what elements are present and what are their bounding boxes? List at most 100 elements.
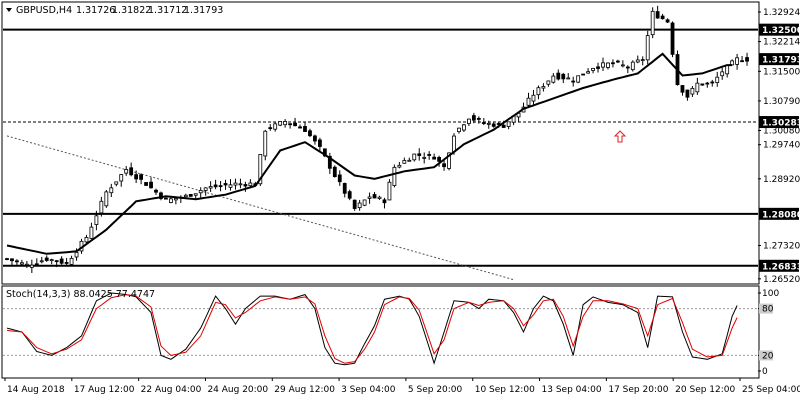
candle-body (437, 156, 442, 162)
candle-body (417, 153, 422, 156)
candle-body (640, 59, 645, 62)
dropdown-triangle-icon (6, 8, 12, 12)
candle-body (422, 156, 427, 159)
candle-body (228, 184, 233, 188)
candle-body (501, 124, 506, 128)
stoch-y-tick-label: 20 (762, 351, 774, 361)
candle-body (104, 191, 109, 207)
candlesticks (5, 5, 749, 273)
candle-body (44, 257, 49, 261)
candle-body (159, 192, 163, 199)
candle-body (308, 130, 312, 137)
y-tick-label: 1.29740 (763, 141, 800, 151)
candle-body (203, 187, 208, 191)
candle-body (452, 135, 456, 153)
chart-header: GBPUSD,H4 1.31726 1.31822 1.31712 1.3179… (6, 5, 223, 16)
candle-body (149, 181, 153, 189)
current-price-label: 1.31793 (762, 56, 800, 66)
candle-body (685, 89, 690, 98)
candle-body (466, 118, 471, 124)
candle-body (24, 263, 29, 266)
stoch-signal-line[interactable] (6, 294, 738, 364)
candle-body (566, 77, 571, 80)
candle-body (382, 199, 387, 204)
candle-body (119, 174, 124, 182)
candle-body (432, 156, 437, 160)
candle-body (243, 184, 248, 187)
candle-body (193, 193, 198, 196)
candle-body (556, 72, 561, 80)
level-price-label: 1.30283 (762, 119, 800, 129)
y-tick-label: 1.26520 (763, 275, 800, 285)
candle-body (710, 81, 715, 84)
candle-body (248, 182, 253, 186)
moving-average-line[interactable] (6, 52, 733, 255)
candle-body (54, 260, 59, 263)
candle-body (571, 80, 576, 83)
candle-body (387, 181, 392, 201)
candle-body (129, 167, 134, 176)
x-tick-label: 5 Sep 20:00 (408, 385, 463, 395)
up-arrow-icon (613, 130, 627, 143)
candle-body (625, 66, 630, 69)
candle-body (650, 10, 655, 36)
x-tick-label: 22 Aug 04:00 (141, 385, 202, 395)
price-pane[interactable] (3, 5, 758, 281)
level-price-tag (759, 23, 799, 36)
candle-body (397, 164, 402, 168)
candle-body (695, 82, 700, 93)
axes: 1.32500 1.30283 1.28080 1.26833 1.31793 1.329… (4, 8, 800, 395)
candle-body (367, 196, 372, 199)
candle-body (154, 189, 158, 193)
candle-body (720, 71, 725, 77)
level-price-tag (759, 116, 799, 129)
candle-body (586, 71, 590, 74)
candle-body (19, 262, 24, 265)
candle-body (213, 184, 218, 188)
current-price-tag (759, 53, 799, 66)
candle-body (486, 122, 491, 125)
candle-body (576, 75, 581, 83)
candle-body (392, 166, 397, 186)
stoch-title: Stoch(14,3,3) 88.0425 77.4747 (6, 289, 155, 300)
candle-body (352, 199, 357, 209)
ohlc-high: 1.31822 (112, 5, 151, 16)
candle-body (705, 82, 710, 85)
main-plot-frame (1, 1, 760, 285)
candle-body (327, 155, 332, 169)
candle-body (447, 152, 451, 169)
stoch-level-tag (759, 350, 773, 361)
candle-body (258, 154, 263, 185)
candle-body (29, 264, 34, 268)
ohlc-low: 1.31712 (148, 5, 187, 16)
ohlc-close: 1.31793 (184, 5, 223, 16)
candle-body (337, 174, 342, 183)
x-tick-label: 3 Sep 04:00 (341, 385, 396, 395)
candle-body (10, 258, 14, 262)
candle-body (188, 194, 193, 197)
x-tick-label: 13 Sep 04:00 (542, 385, 602, 395)
x-tick-label: 29 Aug 12:00 (274, 385, 335, 395)
candle-body (735, 57, 739, 65)
stochastic-pane[interactable] (3, 292, 758, 366)
candle-body (94, 215, 99, 225)
candle-body (730, 60, 735, 66)
candle-body (278, 121, 283, 126)
candle-body (551, 75, 556, 83)
y-tick-label: 1.30790 (763, 97, 800, 107)
stoch-y-tick-label: 100 (762, 289, 779, 299)
candle-body (645, 35, 650, 61)
candle-body (173, 198, 178, 201)
candle-body (526, 97, 531, 106)
candle-body (139, 174, 144, 180)
candle-body (491, 123, 496, 127)
x-tick-label: 20 Sep 12:00 (675, 385, 735, 395)
candle-body (64, 262, 69, 264)
candle-body (591, 67, 595, 71)
candle-body (462, 124, 466, 131)
candle-body (223, 183, 228, 186)
stoch-y-tick-label: 80 (762, 305, 774, 315)
candle-body (700, 83, 705, 86)
